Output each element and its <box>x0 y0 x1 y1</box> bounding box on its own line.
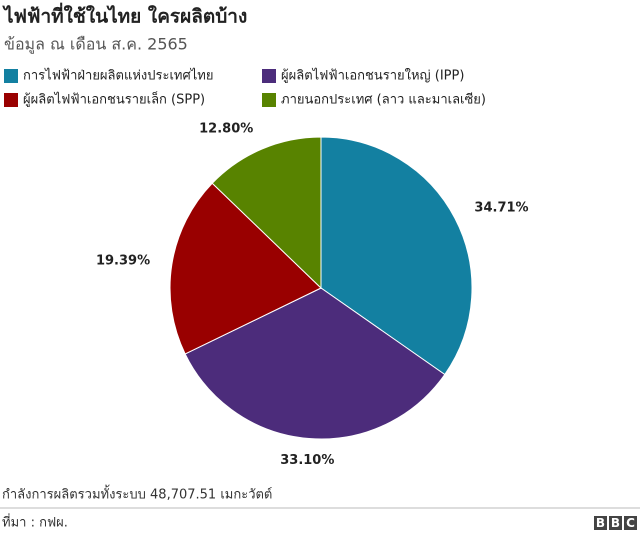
pie-slice <box>211 136 322 290</box>
logo-letter: C <box>626 516 635 530</box>
legend-swatch <box>262 93 276 107</box>
legend-label: ภายนอกประเทศ (ลาว และมาเลเซีย) <box>281 92 486 108</box>
value-label: 12.80% <box>199 121 253 136</box>
legend-label: ผู้ผลิตไฟฟ้าเอกชนรายเล็ก (SPP) <box>23 90 205 108</box>
logo-letter: B <box>611 516 620 530</box>
logo-box <box>594 516 607 530</box>
legend-swatch <box>4 69 18 83</box>
value-label: 19.39% <box>96 253 150 268</box>
chart-subtitle: ข้อมูล ณ เดือน ส.ค. 2565 <box>4 35 188 55</box>
source: ที่มา : กฟผ. <box>2 514 68 531</box>
chart-title: ไฟฟ้าที่ใช้ในไทย ใครผลิตบ้าง <box>2 3 247 28</box>
logo-box <box>609 516 622 530</box>
pie-slice <box>169 182 322 355</box>
note: กำลังการผลิตรวมทั้งระบบ 48,707.51 เมกะวั… <box>2 485 272 503</box>
pie-slice <box>320 136 473 376</box>
legend-swatch <box>4 93 18 107</box>
logo-box <box>624 516 637 530</box>
value-label: 34.71% <box>474 201 528 216</box>
value-label: 33.10% <box>280 453 334 468</box>
legend-label: การไฟฟ้าฝ่ายผลิตแห่งประเทศไทย <box>23 68 213 84</box>
legend-label: ผู้ผลิตไฟฟ้าเอกชนรายใหญ่ (IPP) <box>281 68 464 84</box>
legend-swatch <box>262 69 276 83</box>
logo-letter: B <box>596 516 605 530</box>
pie-slice <box>184 287 446 440</box>
